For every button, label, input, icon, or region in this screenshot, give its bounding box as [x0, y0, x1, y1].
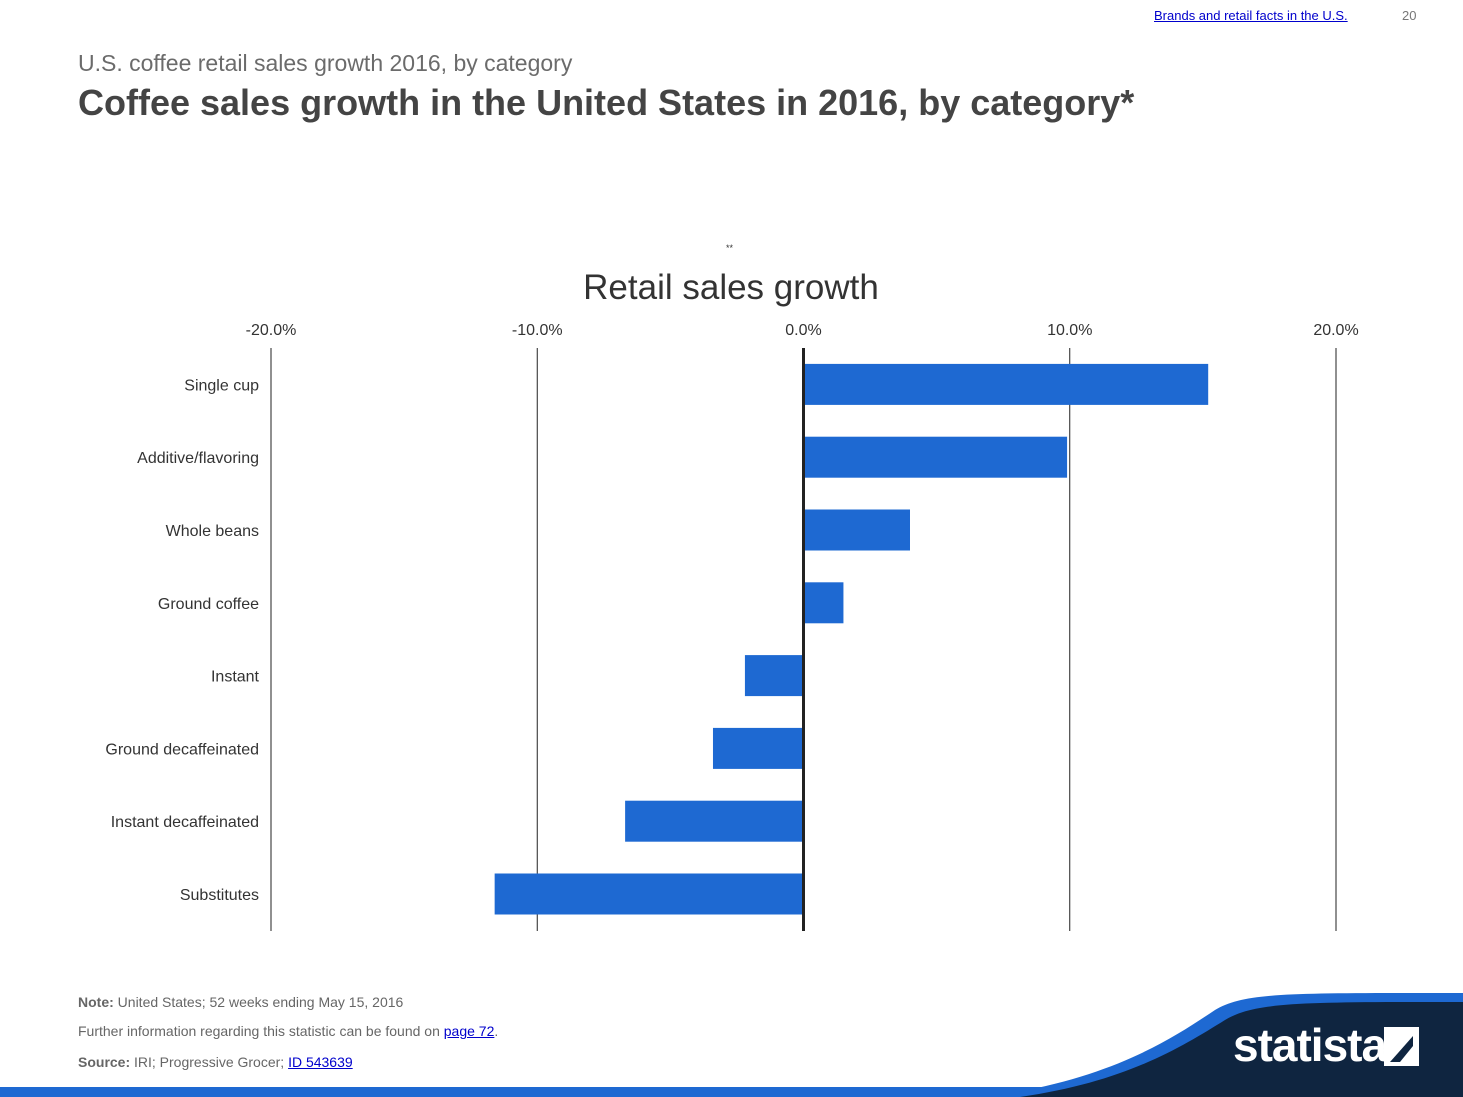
bar-substitutes — [494, 873, 804, 915]
x-tick-label: 10.0% — [1047, 322, 1092, 339]
category-label: Ground decaffeinated — [105, 741, 259, 758]
statista-logo: statista — [1233, 1019, 1387, 1071]
chart-title: Retail sales growth — [583, 268, 879, 307]
bar-whole-beans — [803, 509, 910, 551]
bar-chart: Retail sales growth -20.0% -10.0% 0.0% 10.0%… — [105, 268, 1359, 931]
category-label: Instant — [211, 669, 260, 686]
category-label: Additive/flavoring — [137, 450, 259, 467]
x-tick-label: 0.0% — [785, 322, 821, 339]
info-line: Further information regarding this stati… — [78, 1023, 498, 1039]
category-label: Single cup — [184, 377, 259, 394]
info-text: Further information regarding this stati… — [78, 1023, 440, 1039]
info-end: . — [494, 1023, 499, 1039]
x-tick-label: -10.0% — [512, 322, 563, 339]
category-label: Instant decaffeinated — [111, 814, 259, 831]
breadcrumb-link[interactable]: Brands and retail facts in the U.S. — [1154, 8, 1348, 23]
bar-ground-coffee — [803, 582, 844, 624]
bar-instant-decaffeinated — [625, 800, 804, 842]
statista-mark-icon — [1384, 1027, 1419, 1066]
category-label: Whole beans — [166, 523, 259, 540]
page-link[interactable]: page 72 — [443, 1023, 495, 1039]
page-subtitle: U.S. coffee retail sales growth 2016, by… — [78, 50, 573, 76]
note-text: United States; 52 weeks ending May 15, 2… — [117, 994, 404, 1010]
x-tick-label: -20.0% — [246, 322, 297, 339]
note-line: Note: United States; 52 weeks ending May… — [78, 994, 403, 1010]
category-label: Ground coffee — [158, 596, 259, 613]
source-label: Source: — [78, 1054, 131, 1070]
footer-wave-dark — [1020, 1002, 1463, 1097]
statistic-id-link[interactable]: ID 543639 — [288, 1054, 353, 1070]
bar-single-cup — [803, 363, 1209, 405]
source-text: IRI; Progressive Grocer; — [134, 1054, 285, 1070]
note-label: Note: — [78, 994, 114, 1010]
bottom-band — [0, 1087, 1463, 1097]
category-label: Substitutes — [180, 887, 259, 904]
bar-ground-decaffeinated — [712, 727, 804, 769]
source-line: Source: IRI; Progressive Grocer; ID 5436… — [78, 1054, 353, 1070]
x-tick-label: 20.0% — [1313, 322, 1358, 339]
bar-instant — [744, 655, 804, 697]
footnote-mark: ** — [726, 243, 734, 253]
page-title: Coffee sales growth in the United States… — [78, 82, 1135, 123]
page-number: 20 — [1402, 8, 1417, 23]
bar-additive-flavoring — [803, 436, 1068, 478]
